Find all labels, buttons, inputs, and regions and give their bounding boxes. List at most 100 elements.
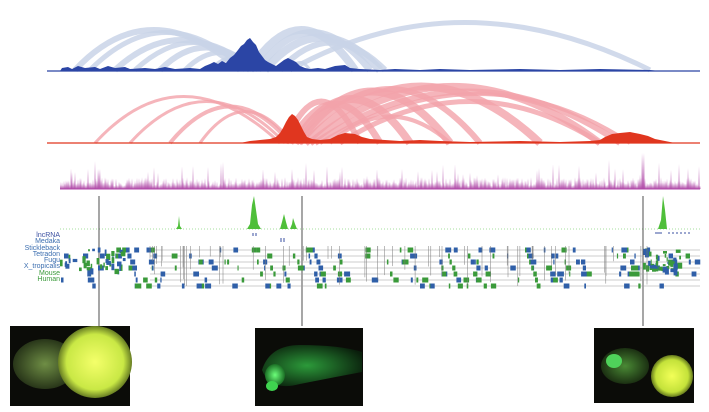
track-label: Fugu	[44, 257, 60, 265]
alignment-block	[611, 247, 613, 253]
red-peaks	[240, 114, 675, 143]
alignment-block	[68, 254, 71, 261]
alignment-block	[627, 271, 631, 277]
alignment-block	[507, 253, 509, 259]
alignment-block	[320, 271, 326, 277]
alignment-block	[655, 254, 658, 260]
alignment-block	[260, 271, 263, 277]
track-label: Medaka	[35, 238, 60, 246]
alignment-block	[670, 261, 674, 267]
green-peak-5	[658, 196, 667, 229]
alignment-block	[314, 253, 318, 259]
alignment-block	[670, 268, 675, 273]
alignment-block	[153, 253, 158, 259]
alignment-block	[174, 265, 177, 271]
alignment-block	[445, 247, 452, 253]
alignment-block	[576, 259, 580, 265]
alignment-block	[292, 253, 296, 259]
alignment-block	[337, 271, 343, 277]
alignment-block	[105, 266, 108, 271]
alignment-block	[211, 265, 218, 271]
alignment-block	[241, 277, 245, 283]
conservation-track	[60, 153, 701, 190]
alignment-block	[237, 265, 239, 271]
alignment-block	[442, 271, 447, 277]
alignment-block	[105, 259, 109, 264]
track-label: lncRNA	[36, 232, 60, 239]
alignment-block	[399, 247, 402, 253]
alignment-block	[634, 253, 636, 259]
alignment-block	[122, 258, 126, 262]
alignment-block	[119, 264, 123, 271]
alignment-block	[82, 256, 86, 264]
alignment-block	[483, 283, 487, 289]
alignment-block	[416, 277, 419, 283]
alignment-block	[456, 277, 462, 283]
alignment-block	[467, 253, 471, 259]
alignment-block	[83, 262, 87, 269]
alignment-block	[273, 271, 276, 277]
green-peak-3	[280, 214, 288, 229]
alignment-block	[64, 253, 69, 259]
alignment-block	[264, 265, 266, 271]
alignment-block	[62, 277, 64, 283]
conservation-signal	[60, 153, 701, 189]
alignment-block	[365, 253, 371, 259]
alignment-block	[390, 271, 393, 277]
alignment-block	[453, 247, 458, 253]
alignment-block	[276, 283, 282, 289]
alignment-block	[662, 264, 666, 267]
alignment-block	[73, 259, 75, 262]
alignment-block	[659, 283, 662, 289]
alignment-block	[270, 265, 273, 271]
alignment-block	[134, 283, 141, 289]
alignment-block	[474, 259, 476, 265]
alignment-block	[204, 277, 208, 283]
alignment-block	[193, 271, 199, 277]
alignment-block	[620, 265, 627, 271]
alignment-block	[531, 265, 533, 271]
alignment-block	[584, 283, 586, 289]
alignment-block	[476, 277, 482, 283]
alignment-block	[546, 265, 552, 271]
red-arc-panel	[47, 82, 700, 146]
alignment-block	[146, 283, 152, 289]
alignment-block	[661, 283, 664, 289]
alignment-block	[555, 253, 559, 259]
alignment-block	[517, 277, 520, 283]
alignment-block	[688, 259, 691, 265]
alignment-block	[308, 253, 311, 259]
alignment-block	[559, 277, 563, 283]
alignment-block	[668, 253, 673, 259]
alignment-block	[650, 259, 652, 265]
alignment-block	[448, 283, 451, 289]
alignment-block	[402, 259, 409, 265]
alignment-block	[561, 247, 567, 253]
alignment-block	[643, 248, 647, 255]
blue-arc-panel	[47, 20, 700, 73]
alignment-block	[143, 277, 148, 283]
alignment-block	[205, 283, 212, 289]
alignment-block	[449, 259, 452, 265]
alignment-block	[134, 247, 140, 253]
alignment-block	[312, 247, 315, 253]
alignment-block	[111, 251, 115, 257]
alignment-block	[510, 265, 516, 271]
alignment-block	[664, 253, 667, 258]
alignment-block	[114, 268, 119, 275]
alignment-block	[96, 258, 100, 265]
alignment-block	[118, 261, 120, 266]
alignment-block	[673, 263, 678, 270]
alignment-block	[322, 277, 326, 283]
green-peak-2	[247, 196, 261, 229]
alignment-block	[122, 247, 124, 253]
alignment-block	[198, 259, 203, 265]
alignment-block	[208, 259, 214, 265]
alignment-block	[587, 271, 592, 277]
alignment-block	[128, 265, 133, 271]
alignment-block	[306, 247, 313, 253]
track-label: Mouse	[38, 269, 60, 277]
alignment-block	[92, 283, 96, 289]
alignment-block	[410, 277, 413, 283]
